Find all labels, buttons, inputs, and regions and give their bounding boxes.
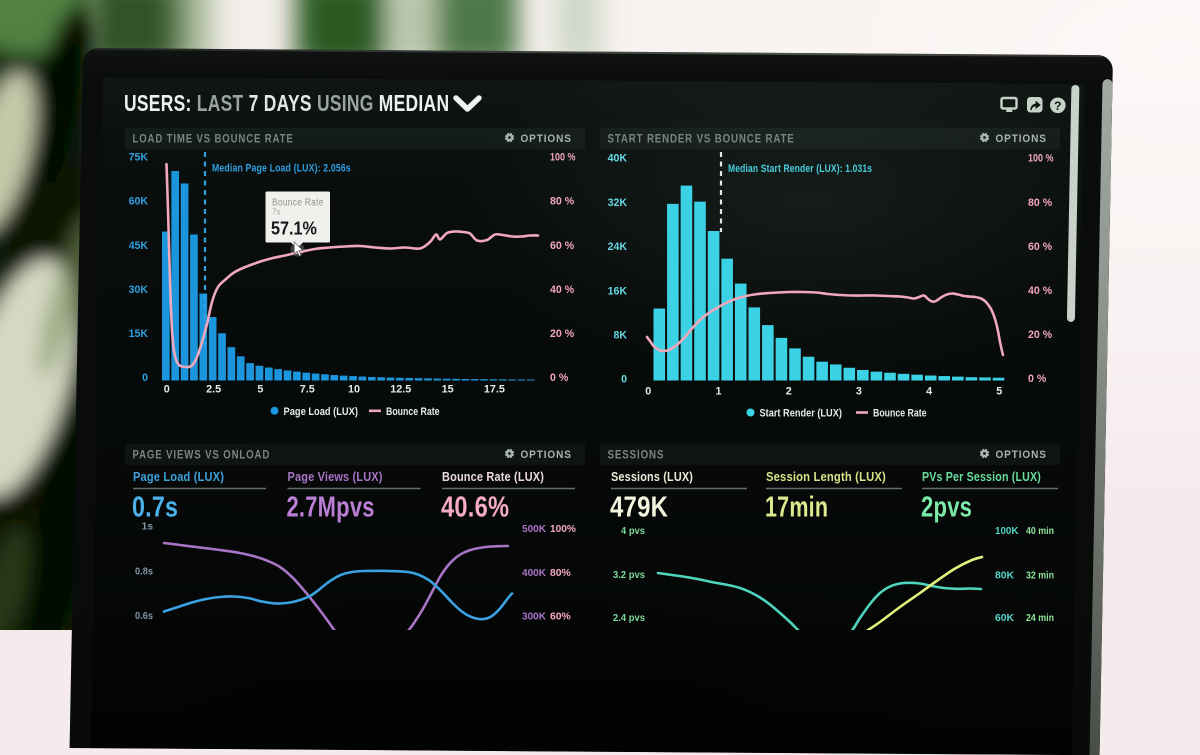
svg-text:80K: 80K (995, 571, 1015, 582)
svg-text:2: 2 (786, 386, 792, 398)
svg-text:PAGE VIEWS VS ONLOAD: PAGE VIEWS VS ONLOAD (133, 448, 271, 461)
svg-text:PVs Per Session (LUX): PVs Per Session (LUX) (922, 470, 1041, 484)
svg-text:40.6%: 40.6% (441, 490, 509, 523)
svg-text:0: 0 (142, 372, 148, 384)
svg-text:2pvs: 2pvs (921, 492, 972, 523)
svg-text:40 %: 40 % (1028, 285, 1053, 297)
svg-text:5: 5 (996, 386, 1002, 398)
svg-text:OPTIONS: OPTIONS (521, 449, 572, 462)
svg-text:4: 4 (926, 386, 932, 398)
svg-text:Median Page Load (LUX): 2.056s: Median Page Load (LUX): 2.056s (212, 163, 351, 175)
svg-text:Median Start Render (LUX): 1.0: Median Start Render (LUX): 1.031s (728, 163, 872, 175)
svg-text:40 %: 40 % (550, 284, 575, 296)
svg-text:0.6s: 0.6s (135, 611, 153, 623)
svg-text:Bounce Rate (LUX): Bounce Rate (LUX) (442, 469, 544, 484)
svg-text:0 %: 0 % (1028, 373, 1047, 385)
svg-text:20 %: 20 % (550, 328, 575, 340)
svg-text:SESSIONS: SESSIONS (608, 449, 665, 462)
svg-text:60%: 60% (550, 612, 571, 623)
svg-text:1s: 1s (142, 521, 154, 532)
svg-text:24 min: 24 min (1026, 612, 1054, 624)
svg-text:5: 5 (257, 384, 263, 396)
svg-text:10: 10 (348, 384, 360, 396)
svg-text:17.5: 17.5 (484, 384, 505, 396)
svg-text:Bounce Rate: Bounce Rate (873, 408, 927, 420)
svg-text:0: 0 (645, 386, 651, 398)
svg-text:479K: 479K (610, 491, 668, 523)
svg-text:400K: 400K (522, 568, 547, 579)
svg-text:1: 1 (715, 386, 721, 398)
svg-text:60K: 60K (129, 196, 149, 208)
svg-text:0 %: 0 % (550, 372, 569, 384)
svg-text:Session Length (LUX): Session Length (LUX) (766, 469, 886, 484)
svg-text:100 %: 100 % (1028, 153, 1054, 165)
svg-text:30K: 30K (129, 284, 149, 296)
svg-text:15K: 15K (129, 328, 149, 340)
svg-text:40K: 40K (608, 153, 628, 165)
svg-text:80 %: 80 % (1028, 197, 1053, 209)
svg-text:3.2 pvs: 3.2 pvs (613, 570, 645, 581)
svg-text:Page Views (LUX): Page Views (LUX) (288, 469, 383, 484)
svg-text:300K: 300K (522, 611, 547, 622)
svg-text:3: 3 (856, 386, 862, 398)
svg-text:80 %: 80 % (550, 196, 575, 208)
svg-text:15: 15 (442, 384, 454, 396)
svg-text:100 %: 100 % (550, 152, 576, 164)
svg-text:0.8s: 0.8s (135, 566, 153, 578)
svg-text:24K: 24K (608, 241, 628, 253)
svg-text:Sessions (LUX): Sessions (LUX) (611, 469, 693, 484)
svg-text:100K: 100K (995, 526, 1019, 537)
svg-text:60 %: 60 % (550, 240, 575, 252)
svg-text:32K: 32K (608, 197, 628, 209)
svg-text:8K: 8K (613, 330, 627, 342)
svg-text:60 %: 60 % (1028, 241, 1053, 253)
svg-text:80%: 80% (550, 568, 571, 579)
svg-text:57.1%: 57.1% (271, 217, 317, 238)
svg-text:USERS: LAST 7 DAYS USING MEDIA: USERS: LAST 7 DAYS USING MEDIAN (124, 91, 449, 117)
svg-text:60K: 60K (995, 613, 1015, 624)
svg-text:7s: 7s (272, 208, 281, 217)
svg-text:75K: 75K (129, 152, 149, 164)
svg-text:Bounce Rate: Bounce Rate (272, 197, 324, 208)
svg-text:LOAD TIME VS BOUNCE RATE: LOAD TIME VS BOUNCE RATE (133, 132, 294, 145)
svg-text:?: ? (1054, 99, 1061, 113)
svg-text:2.5: 2.5 (206, 384, 221, 396)
svg-text:OPTIONS: OPTIONS (521, 133, 572, 146)
svg-text:2.7Mpvs: 2.7Mpvs (287, 492, 375, 523)
svg-text:START RENDER VS BOUNCE RATE: START RENDER VS BOUNCE RATE (608, 133, 795, 146)
svg-text:45K: 45K (129, 240, 149, 252)
svg-text:2.4 pvs: 2.4 pvs (613, 613, 645, 624)
svg-text:Page Load (LUX): Page Load (LUX) (284, 406, 358, 418)
svg-text:Bounce Rate: Bounce Rate (386, 406, 440, 418)
svg-text:0: 0 (164, 384, 170, 396)
svg-text:0.7s: 0.7s (132, 490, 178, 523)
svg-text:500K: 500K (522, 524, 547, 535)
svg-text:40 min: 40 min (1026, 525, 1054, 537)
svg-text:17min: 17min (765, 492, 828, 524)
svg-text:7.5: 7.5 (300, 384, 315, 396)
svg-text:0: 0 (621, 374, 627, 386)
svg-text:16K: 16K (608, 286, 628, 298)
svg-text:20 %: 20 % (1028, 329, 1053, 341)
svg-text:Page Load (LUX): Page Load (LUX) (133, 469, 224, 484)
svg-text:32 min: 32 min (1026, 570, 1054, 582)
svg-text:12.5: 12.5 (390, 384, 411, 396)
svg-text:100%: 100% (550, 524, 576, 535)
svg-text:OPTIONS: OPTIONS (996, 133, 1047, 146)
svg-text:Start Render (LUX): Start Render (LUX) (760, 408, 842, 420)
svg-text:4 pvs: 4 pvs (621, 526, 646, 537)
svg-text:OPTIONS: OPTIONS (996, 449, 1047, 462)
